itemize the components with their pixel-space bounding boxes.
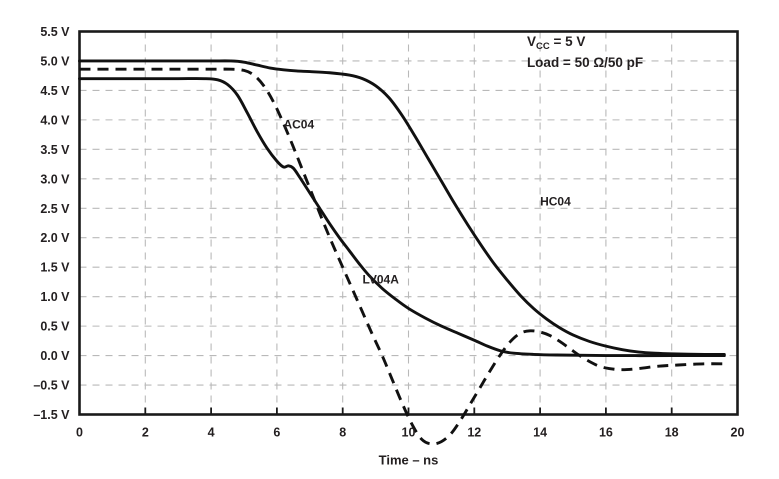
y-axis-tick-label: 1.5 V (40, 261, 70, 275)
x-axis-tick-label: 12 (467, 426, 481, 440)
x-axis-tick-label: 0 (76, 426, 83, 440)
curve-hc04 (78, 59, 726, 356)
y-axis-tick-label: 1.0 V (40, 290, 70, 304)
y-axis-tick-label: 0.0 V (40, 349, 70, 363)
series-label-hc04: HC04 (540, 194, 571, 208)
y-axis-tick-label: 5.0 V (40, 54, 70, 68)
y-axis-tick-label: 4.5 V (40, 84, 70, 98)
y-axis-tick-label: 2.0 V (40, 231, 70, 245)
x-axis-tick-label: 2 (142, 426, 149, 440)
x-axis-tick-label: 20 (731, 426, 745, 440)
series-inline-labels: HC04 LV04A AC04 (283, 118, 571, 287)
x-axis-tick-labels: 0 2 4 6 8 10 12 14 16 18 20 (76, 426, 744, 440)
x-axis-title: Time – ns (379, 453, 439, 468)
x-axis-tick-label: 8 (339, 426, 346, 440)
x-axis-tick-label: 10 (402, 426, 416, 440)
y-axis-tick-label: –1.5 V (33, 408, 70, 422)
y-axis-tick-label: 0.5 V (40, 320, 70, 334)
y-axis-tick-label: 5.5 V (40, 25, 70, 39)
x-axis-tick-label: 6 (273, 426, 280, 440)
y-axis-tick-label: 3.0 V (40, 172, 70, 186)
y-axis-tick-label: 3.5 V (40, 143, 70, 157)
x-axis-tick-label: 14 (533, 426, 547, 440)
vcc-condition: VCC = 5 V (527, 34, 585, 52)
y-axis-tick-label: 4.0 V (40, 113, 70, 127)
curve-lv04a (78, 77, 726, 358)
x-axis-tick-label: 16 (599, 426, 613, 440)
curve-series-group (78, 59, 726, 446)
y-axis-tick-label: 2.5 V (40, 202, 70, 216)
y-axis-tick-labels: 5.5 V 5.0 V 4.5 V 4.0 V 3.5 V 3.0 V 2.5 V 2.0 V… (33, 25, 70, 422)
x-axis-tick-label: 18 (665, 426, 679, 440)
y-axis-tick-label: –0.5 V (33, 379, 70, 393)
series-label-ac04: AC04 (283, 118, 314, 132)
test-condition-annotations: VCC = 5 V Load = 50 Ω/50 pF (527, 34, 643, 70)
x-axis-tick-label: 4 (208, 426, 215, 440)
series-label-lv04a: LV04A (362, 273, 399, 287)
curve-ac04 (79, 67, 725, 446)
load-condition: Load = 50 Ω/50 pF (527, 55, 643, 70)
